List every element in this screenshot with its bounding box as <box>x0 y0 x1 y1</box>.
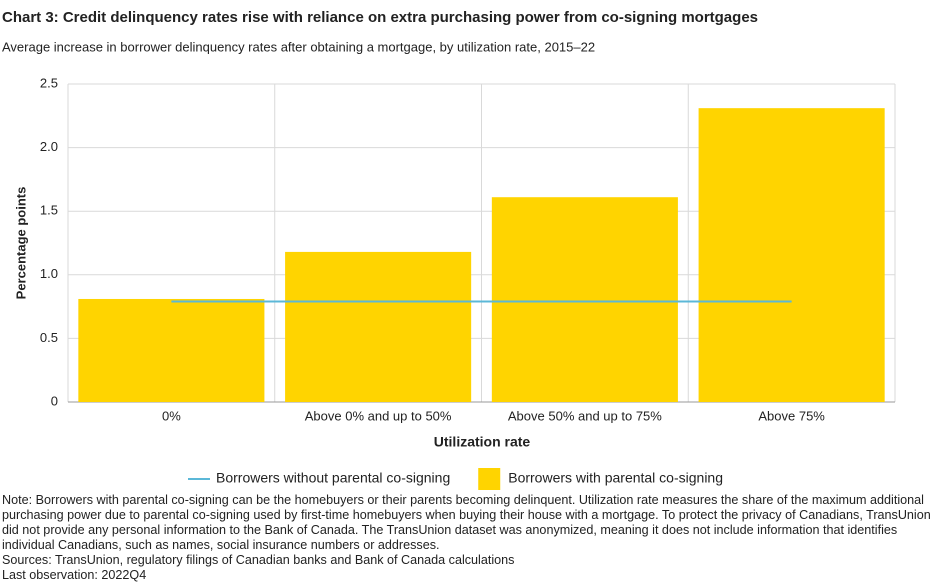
y-tick-label: 2.5 <box>40 75 58 90</box>
bar <box>285 251 472 402</box>
notes: Note: Borrowers with parental co-signing… <box>2 493 932 583</box>
x-tick-label: Above 0% and up to 50% <box>305 408 452 423</box>
y-tick-label: 2.0 <box>40 139 58 154</box>
x-tick-label: 0% <box>162 408 181 423</box>
bar <box>78 298 265 402</box>
last-observation: Last observation: 2022Q4 <box>2 568 147 582</box>
x-tick-label: Above 75% <box>758 408 825 423</box>
y-tick-label: 1.5 <box>40 203 58 218</box>
x-axis-label: Utilization rate <box>434 434 531 450</box>
legend-label: Borrowers with parental co-signing <box>508 470 723 486</box>
chart-title: Chart 3: Credit delinquency rates rise w… <box>2 9 758 26</box>
chart-subtitle: Average increase in borrower delinquency… <box>2 39 595 54</box>
y-tick-label: 1.0 <box>40 266 58 281</box>
y-axis-label: Percentage points <box>13 187 28 300</box>
legend-swatch <box>478 468 501 490</box>
y-tick-label: 0.5 <box>40 330 58 345</box>
x-tick-label: Above 50% and up to 75% <box>508 408 662 423</box>
bar <box>491 197 678 402</box>
sources: Sources: TransUnion, regulatory filings … <box>2 553 515 567</box>
chart: Chart 3: Credit delinquency rates rise w… <box>2 9 896 490</box>
y-tick-label: 0 <box>51 393 58 408</box>
legend-label: Borrowers without parental co-signing <box>216 470 450 486</box>
bar <box>698 108 885 402</box>
note: Note: Borrowers with parental co-signing… <box>2 493 931 552</box>
